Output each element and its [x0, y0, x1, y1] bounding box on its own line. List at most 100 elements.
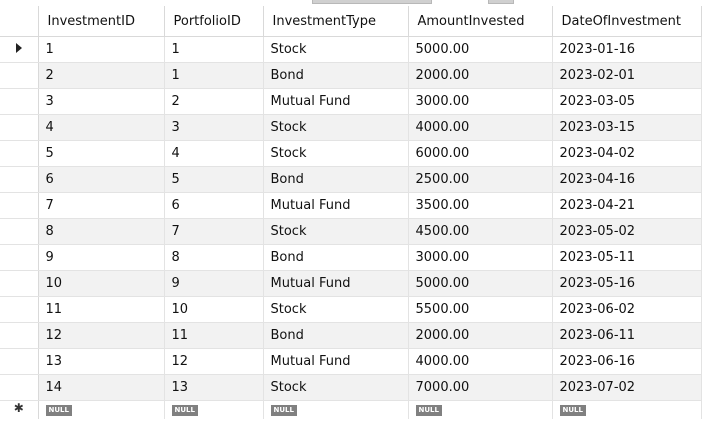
cell-dateofinvestment[interactable]: 2023-04-16 [552, 166, 702, 193]
cell-investmenttype[interactable]: Stock [263, 374, 409, 401]
cell-portfolioid[interactable]: 13 [164, 374, 264, 401]
cell-investmentid[interactable]: 5 [38, 140, 165, 167]
cell-amountinvested[interactable]: 4000.00 [408, 114, 553, 141]
table-row[interactable]: 1 1 Stock 5000.00 2023-01-16 [0, 36, 702, 63]
cell-investmentid[interactable]: 12 [38, 322, 165, 349]
cell-portfolioid[interactable]: 3 [164, 114, 264, 141]
row-selector[interactable] [0, 192, 39, 219]
table-row[interactable]: 13 12 Mutual Fund 4000.00 2023-06-16 [0, 348, 702, 375]
cell-dateofinvestment[interactable]: 2023-05-16 [552, 270, 702, 297]
cell-portfolioid[interactable]: 9 [164, 270, 264, 297]
cell-amountinvested[interactable]: 2000.00 [408, 62, 553, 89]
row-selector[interactable] [0, 296, 39, 323]
cell-amountinvested[interactable]: 2000.00 [408, 322, 553, 349]
cell-amountinvested[interactable]: 6000.00 [408, 140, 553, 167]
cell-investmenttype[interactable]: Stock [263, 36, 409, 63]
cell-investmentid[interactable]: 7 [38, 192, 165, 219]
new-cell-investmentid[interactable]: NULL [38, 400, 165, 419]
table-row[interactable]: 8 7 Stock 4500.00 2023-05-02 [0, 218, 702, 245]
row-selector[interactable]: ✱ [0, 400, 39, 419]
cell-amountinvested[interactable]: 2500.00 [408, 166, 553, 193]
cell-portfolioid[interactable]: 2 [164, 88, 264, 115]
cell-dateofinvestment[interactable]: 2023-06-11 [552, 322, 702, 349]
row-selector[interactable] [0, 348, 39, 375]
cell-investmenttype[interactable]: Stock [263, 140, 409, 167]
table-row[interactable]: 2 1 Bond 2000.00 2023-02-01 [0, 62, 702, 89]
cell-dateofinvestment[interactable]: 2023-01-16 [552, 36, 702, 63]
new-cell-investmenttype[interactable]: NULL [263, 400, 409, 419]
row-selector[interactable] [0, 140, 39, 167]
table-row[interactable]: 7 6 Mutual Fund 3500.00 2023-04-21 [0, 192, 702, 219]
corner-cell[interactable] [0, 6, 39, 37]
table-row[interactable]: 9 8 Bond 3000.00 2023-05-11 [0, 244, 702, 271]
cell-portfolioid[interactable]: 5 [164, 166, 264, 193]
cell-portfolioid[interactable]: 10 [164, 296, 264, 323]
column-header-investmentid[interactable]: InvestmentID [38, 6, 165, 37]
column-header-dateofinvestment[interactable]: DateOfInvestment [552, 6, 702, 37]
cell-investmentid[interactable]: 3 [38, 88, 165, 115]
cell-amountinvested[interactable]: 5000.00 [408, 36, 553, 63]
cell-investmenttype[interactable]: Bond [263, 166, 409, 193]
cell-portfolioid[interactable]: 7 [164, 218, 264, 245]
cell-portfolioid[interactable]: 8 [164, 244, 264, 271]
cell-investmenttype[interactable]: Mutual Fund [263, 88, 409, 115]
table-row[interactable]: 14 13 Stock 7000.00 2023-07-02 [0, 374, 702, 401]
column-header-amountinvested[interactable]: AmountInvested [408, 6, 553, 37]
cell-investmentid[interactable]: 13 [38, 348, 165, 375]
row-selector[interactable] [0, 62, 39, 89]
new-row[interactable]: ✱ NULL NULL NULL NULL NULL [0, 400, 702, 419]
cell-amountinvested[interactable]: 3000.00 [408, 88, 553, 115]
new-cell-portfolioid[interactable]: NULL [164, 400, 264, 419]
row-selector[interactable] [0, 36, 39, 63]
cell-amountinvested[interactable]: 4500.00 [408, 218, 553, 245]
cell-investmenttype[interactable]: Bond [263, 244, 409, 271]
cell-investmenttype[interactable]: Mutual Fund [263, 192, 409, 219]
cell-dateofinvestment[interactable]: 2023-04-21 [552, 192, 702, 219]
row-selector[interactable] [0, 114, 39, 141]
row-selector[interactable] [0, 218, 39, 245]
cell-amountinvested[interactable]: 4000.00 [408, 348, 553, 375]
row-selector[interactable] [0, 270, 39, 297]
table-row[interactable]: 3 2 Mutual Fund 3000.00 2023-03-05 [0, 88, 702, 115]
table-row[interactable]: 5 4 Stock 6000.00 2023-04-02 [0, 140, 702, 167]
cell-investmentid[interactable]: 11 [38, 296, 165, 323]
cell-portfolioid[interactable]: 4 [164, 140, 264, 167]
cell-investmentid[interactable]: 10 [38, 270, 165, 297]
cell-dateofinvestment[interactable]: 2023-06-16 [552, 348, 702, 375]
cell-portfolioid[interactable]: 6 [164, 192, 264, 219]
cell-investmentid[interactable]: 2 [38, 62, 165, 89]
cell-dateofinvestment[interactable]: 2023-03-05 [552, 88, 702, 115]
cell-portfolioid[interactable]: 11 [164, 322, 264, 349]
cell-investmentid[interactable]: 8 [38, 218, 165, 245]
new-cell-dateofinvestment[interactable]: NULL [552, 400, 702, 419]
new-cell-amountinvested[interactable]: NULL [408, 400, 553, 419]
cell-amountinvested[interactable]: 7000.00 [408, 374, 553, 401]
row-selector[interactable] [0, 322, 39, 349]
cell-dateofinvestment[interactable]: 2023-02-01 [552, 62, 702, 89]
cell-amountinvested[interactable]: 5000.00 [408, 270, 553, 297]
row-selector[interactable] [0, 166, 39, 193]
cell-investmentid[interactable]: 4 [38, 114, 165, 141]
cell-dateofinvestment[interactable]: 2023-05-11 [552, 244, 702, 271]
cell-investmentid[interactable]: 6 [38, 166, 165, 193]
cell-dateofinvestment[interactable]: 2023-03-15 [552, 114, 702, 141]
row-selector[interactable] [0, 88, 39, 115]
cell-investmenttype[interactable]: Mutual Fund [263, 270, 409, 297]
cell-investmenttype[interactable]: Stock [263, 296, 409, 323]
cell-amountinvested[interactable]: 3500.00 [408, 192, 553, 219]
cell-investmenttype[interactable]: Bond [263, 62, 409, 89]
toolbar-button-edge[interactable] [488, 0, 514, 4]
row-selector[interactable] [0, 244, 39, 271]
cell-dateofinvestment[interactable]: 2023-06-02 [552, 296, 702, 323]
cell-dateofinvestment[interactable]: 2023-07-02 [552, 374, 702, 401]
column-header-investmenttype[interactable]: InvestmentType [263, 6, 409, 37]
table-row[interactable]: 6 5 Bond 2500.00 2023-04-16 [0, 166, 702, 193]
table-row[interactable]: 10 9 Mutual Fund 5000.00 2023-05-16 [0, 270, 702, 297]
cell-portfolioid[interactable]: 1 [164, 62, 264, 89]
table-row[interactable]: 11 10 Stock 5500.00 2023-06-02 [0, 296, 702, 323]
column-header-portfolioid[interactable]: PortfolioID [164, 6, 264, 37]
cell-portfolioid[interactable]: 12 [164, 348, 264, 375]
toolbar-control-edge[interactable] [312, 0, 432, 4]
cell-portfolioid[interactable]: 1 [164, 36, 264, 63]
cell-investmentid[interactable]: 14 [38, 374, 165, 401]
